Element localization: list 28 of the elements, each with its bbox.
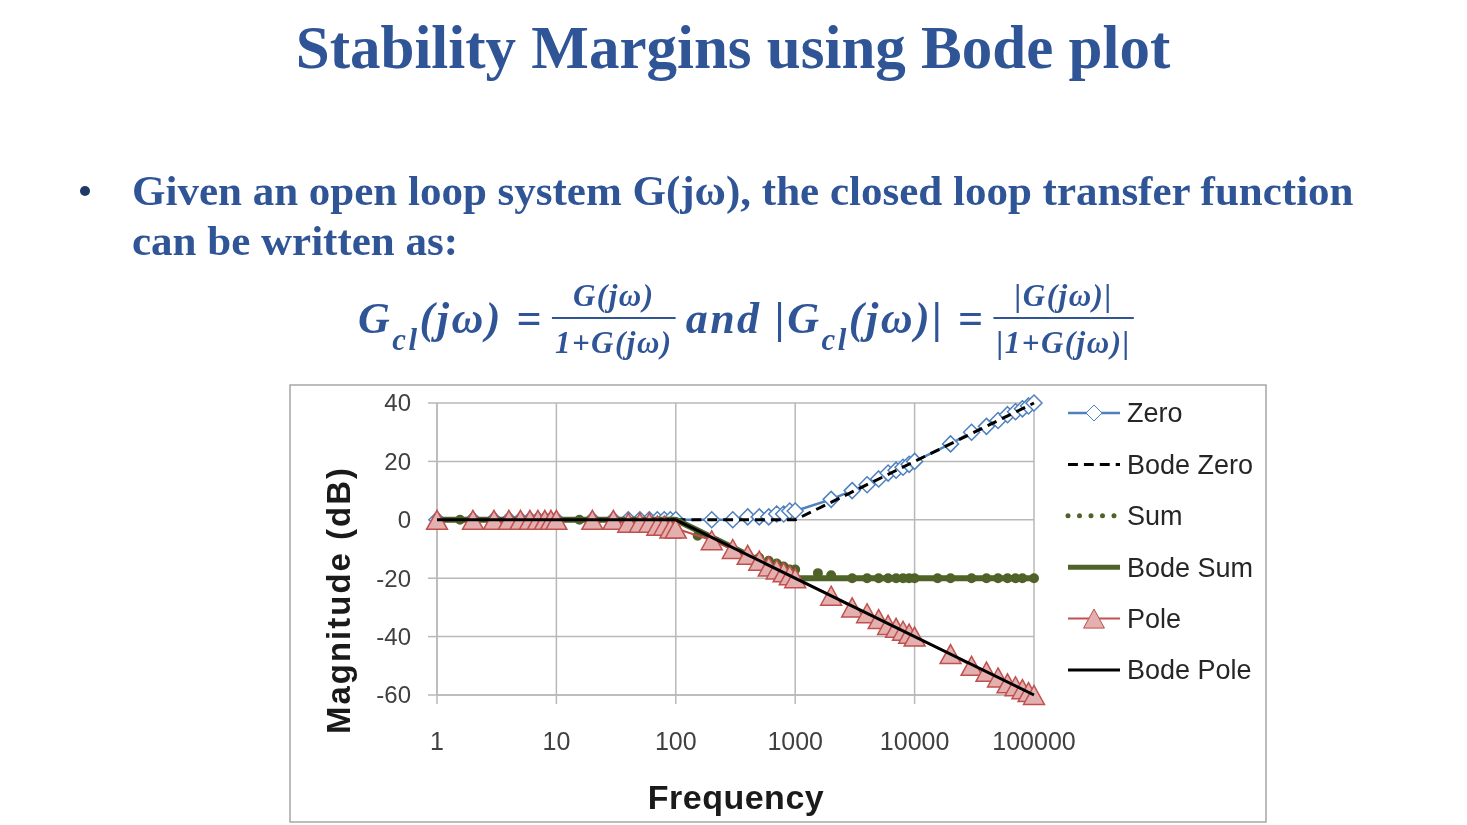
text: 1+G(jω) xyxy=(554,325,673,360)
y-axis-title: Magnitude (dB) xyxy=(319,465,357,735)
x-tick-label: 1000 xyxy=(767,727,824,755)
y-tick-label: -60 xyxy=(376,681,411,709)
text: |1+G(jω)| xyxy=(996,325,1131,360)
x-tick-label: 10000 xyxy=(879,727,950,755)
text: G(jω) xyxy=(573,278,655,313)
chart-title: Stability Margins using Bode plot xyxy=(295,14,1171,81)
legend-label: Sum xyxy=(1127,501,1183,532)
text: and |G$_{cl}$(jω)| = xyxy=(685,294,986,357)
x-tick-label: 100000 xyxy=(992,727,1076,755)
legend-label: Bode Zero xyxy=(1127,449,1254,480)
x-axis-title: Frequency xyxy=(647,778,825,816)
legend-label: Bode Sum xyxy=(1127,552,1254,583)
y-tick-label: -40 xyxy=(376,623,411,650)
y-tick-label: 0 xyxy=(397,506,411,534)
y-tick-label: 40 xyxy=(384,389,411,417)
text: G$_{cl}$(jω) = xyxy=(358,294,544,357)
chart-subtitle: Given an open loop system G(jω), the closed loop transfer function can be written as: xyxy=(132,167,1354,264)
y-tick-label: -20 xyxy=(376,564,411,592)
legend-label: Bode Pole xyxy=(1127,655,1252,686)
x-tick-label: 1 xyxy=(430,727,444,755)
x-tick-label: 100 xyxy=(654,727,697,755)
y-tick-label: 20 xyxy=(384,447,411,475)
legend-label: Pole xyxy=(1127,604,1182,635)
x-tick-label: 10 xyxy=(542,727,571,755)
legend-label: Zero xyxy=(1127,398,1183,429)
text: |G(jω)| xyxy=(1014,278,1113,313)
